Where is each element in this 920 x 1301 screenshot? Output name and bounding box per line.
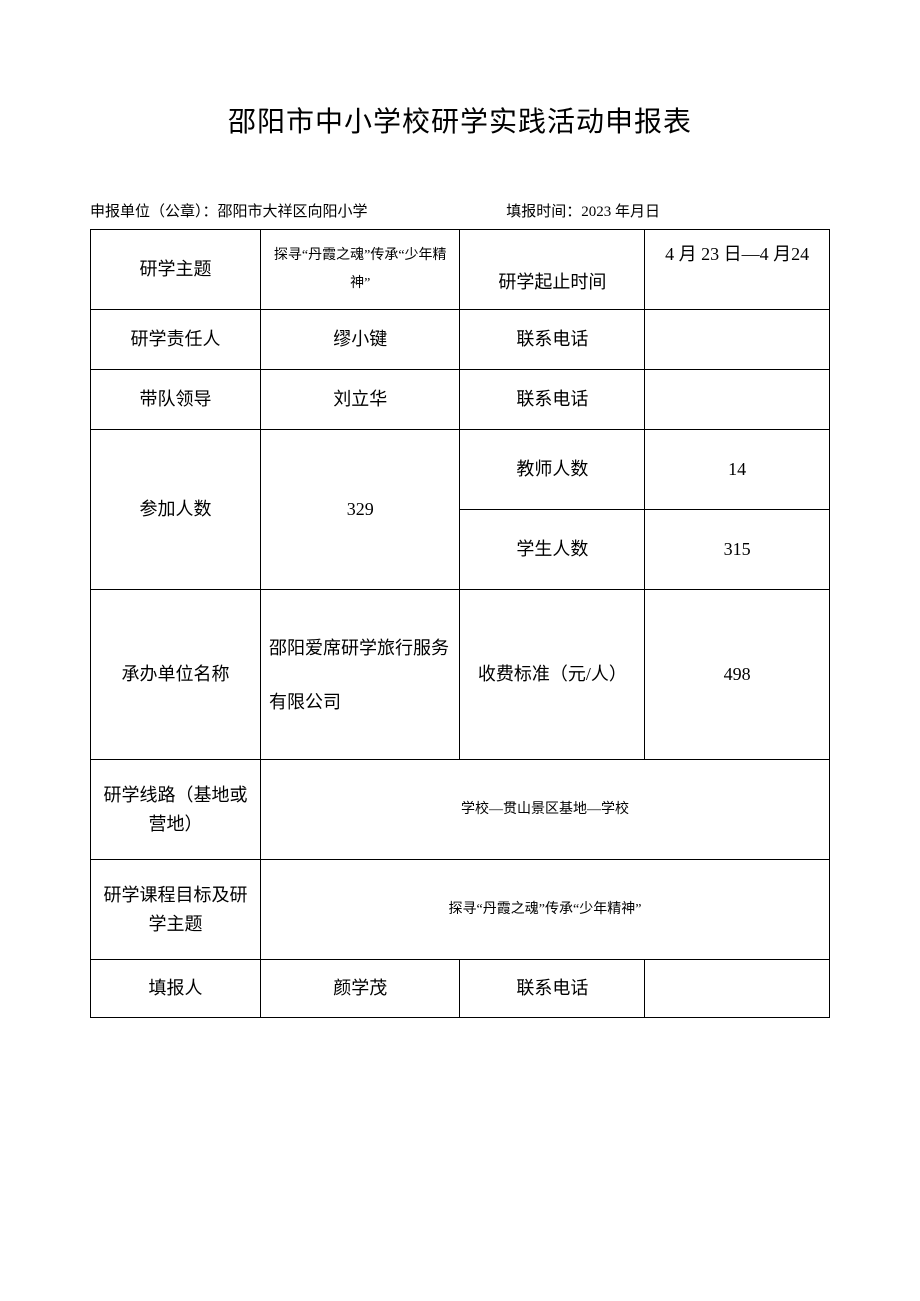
fee-label: 收费标准（元/人） — [460, 590, 645, 760]
phone1-value — [645, 310, 830, 370]
table-row: 参加人数 329 教师人数 14 — [91, 430, 830, 510]
participants-value: 329 — [260, 430, 460, 590]
students-label: 学生人数 — [460, 510, 645, 590]
reporter-label: 填报人 — [91, 960, 261, 1018]
fee-value: 498 — [645, 590, 830, 760]
phone3-value — [645, 960, 830, 1018]
responsible-value: 缪小键 — [260, 310, 460, 370]
teachers-label: 教师人数 — [460, 430, 645, 510]
time-label: 研学起止时间 — [460, 230, 645, 310]
route-value: 学校—贯山景区基地—学校 — [260, 760, 829, 860]
table-row: 承办单位名称 邵阳爱席研学旅行服务有限公司 收费标准（元/人） 498 — [91, 590, 830, 760]
leader-value: 刘立华 — [260, 370, 460, 430]
organizer-label: 承办单位名称 — [91, 590, 261, 760]
phone1-label: 联系电话 — [460, 310, 645, 370]
table-row: 填报人 颜学茂 联系电话 — [91, 960, 830, 1018]
goal-value: 探寻“丹霞之魂”传承“少年精神” — [260, 860, 829, 960]
table-row: 带队领导 刘立华 联系电话 — [91, 370, 830, 430]
teachers-value: 14 — [645, 430, 830, 510]
responsible-label: 研学责任人 — [91, 310, 261, 370]
table-row: 研学主题 探寻“丹霞之魂”传承“少年精神” 研学起止时间 4 月 23 日—4 … — [91, 230, 830, 310]
goal-label: 研学课程目标及研学主题 — [91, 860, 261, 960]
meta-date: 填报时间：2023 年月日 — [506, 200, 830, 221]
date-label: 填报时间： — [506, 204, 581, 220]
students-value: 315 — [645, 510, 830, 590]
table-row: 研学课程目标及研学主题 探寻“丹霞之魂”传承“少年精神” — [91, 860, 830, 960]
route-label: 研学线路（基地或营地） — [91, 760, 261, 860]
meta-unit: 申报单位（公章）：邵阳市大祥区向阳小学 — [90, 200, 506, 221]
phone2-label: 联系电话 — [460, 370, 645, 430]
theme-value: 探寻“丹霞之魂”传承“少年精神” — [260, 230, 460, 310]
meta-row: 申报单位（公章）：邵阳市大祥区向阳小学 填报时间：2023 年月日 — [90, 200, 830, 221]
organizer-value: 邵阳爱席研学旅行服务有限公司 — [260, 590, 460, 760]
time-value: 4 月 23 日—4 月24 — [645, 230, 830, 310]
table-row: 研学责任人 缪小键 联系电话 — [91, 310, 830, 370]
reporter-value: 颜学茂 — [260, 960, 460, 1018]
application-table: 研学主题 探寻“丹霞之魂”传承“少年精神” 研学起止时间 4 月 23 日—4 … — [90, 229, 830, 1018]
unit-label: 申报单位（公章）： — [90, 204, 218, 220]
unit-value: 邵阳市大祥区向阳小学 — [218, 204, 368, 220]
table-row: 研学线路（基地或营地） 学校—贯山景区基地—学校 — [91, 760, 830, 860]
theme-label: 研学主题 — [91, 230, 261, 310]
leader-label: 带队领导 — [91, 370, 261, 430]
page-title: 邵阳市中小学校研学实践活动申报表 — [90, 100, 830, 140]
phone2-value — [645, 370, 830, 430]
participants-label: 参加人数 — [91, 430, 261, 590]
date-value: 2023 年月日 — [581, 204, 660, 220]
phone3-label: 联系电话 — [460, 960, 645, 1018]
